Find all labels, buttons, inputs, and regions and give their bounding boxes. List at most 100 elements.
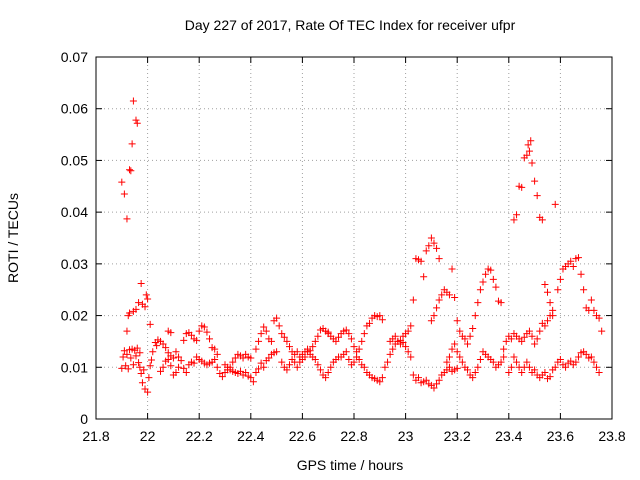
- data-point-marker: [345, 356, 353, 364]
- data-point-marker: [123, 215, 131, 223]
- data-point-marker: [342, 326, 350, 334]
- data-point-marker: [510, 216, 518, 224]
- data-point-marker: [144, 388, 152, 396]
- data-point-marker: [402, 343, 410, 351]
- data-point-marker: [453, 348, 461, 356]
- data-point-marker: [531, 366, 539, 374]
- data-point-marker: [120, 347, 128, 355]
- data-point-marker: [132, 116, 140, 124]
- data-point-marker: [471, 312, 479, 320]
- data-point-marker: [407, 322, 415, 330]
- data-point-marker: [182, 368, 190, 376]
- data-point-marker: [541, 281, 549, 289]
- data-point-marker: [451, 340, 459, 348]
- data-point-marker: [262, 327, 270, 335]
- data-point-marker: [322, 374, 330, 382]
- data-point-marker: [280, 333, 288, 341]
- data-point-marker: [142, 291, 150, 299]
- data-point-marker: [381, 363, 389, 371]
- data-point-marker: [180, 364, 188, 372]
- y-tick-label: 0.03: [61, 256, 88, 272]
- data-point-marker: [175, 363, 183, 371]
- data-point-marker: [213, 350, 221, 358]
- grid-lines: [96, 57, 612, 419]
- data-point-marker: [252, 345, 260, 353]
- data-point-marker: [525, 363, 533, 371]
- data-point-marker: [544, 288, 551, 296]
- data-point-marker: [311, 337, 319, 345]
- data-point-marker: [451, 293, 459, 301]
- data-point-marker: [448, 345, 456, 353]
- data-point-marker: [169, 354, 177, 362]
- data-point-marker: [218, 373, 226, 381]
- data-point-marker: [145, 374, 153, 382]
- data-point-marker: [528, 159, 536, 167]
- data-point-marker: [123, 350, 131, 358]
- data-point-marker: [551, 200, 559, 208]
- y-tick-label: 0.05: [61, 152, 88, 168]
- data-point-marker: [239, 354, 247, 362]
- x-tick-label: 21.8: [82, 428, 109, 444]
- data-point-marker: [438, 291, 446, 299]
- data-point-marker: [474, 363, 482, 371]
- data-point-marker: [132, 305, 140, 313]
- data-point-marker: [433, 244, 441, 252]
- data-point-marker: [135, 359, 143, 367]
- data-point-marker: [404, 348, 412, 356]
- data-point-marker: [159, 363, 167, 371]
- data-point-marker: [433, 304, 441, 312]
- data-point-marker: [569, 262, 577, 270]
- y-axis-label: ROTI / TECUs: [5, 193, 21, 283]
- data-point-marker: [247, 374, 255, 382]
- data-point-marker: [119, 353, 127, 361]
- data-point-marker: [203, 328, 211, 336]
- data-point-marker: [153, 342, 161, 350]
- y-tick-label: 0.04: [61, 204, 88, 220]
- data-point-marker: [466, 332, 474, 340]
- data-point-marker: [273, 348, 281, 356]
- data-point-marker: [520, 333, 528, 341]
- data-point-marker: [327, 363, 335, 371]
- data-point-marker: [587, 296, 595, 304]
- data-point-marker: [257, 359, 265, 367]
- data-point-marker: [162, 344, 170, 352]
- data-point-marker: [487, 266, 495, 274]
- data-point-marker: [347, 335, 355, 343]
- data-point-marker: [445, 353, 453, 361]
- data-point-marker: [527, 137, 535, 145]
- x-tick-label: 22.2: [186, 428, 213, 444]
- data-point-marker: [314, 361, 322, 369]
- data-point-marker: [123, 327, 131, 335]
- data-point-marker: [567, 257, 575, 265]
- data-point-marker: [469, 374, 477, 382]
- data-point-marker: [430, 312, 438, 320]
- data-point-marker: [404, 327, 412, 335]
- data-point-marker: [386, 350, 394, 358]
- data-point-marker: [144, 295, 152, 303]
- data-point-marker: [378, 374, 386, 382]
- data-point-marker: [500, 353, 508, 361]
- data-point-marker: [435, 296, 443, 304]
- data-point-marker: [533, 192, 541, 200]
- data-point-marker: [458, 358, 466, 366]
- data-point-marker: [556, 356, 564, 364]
- data-point-marker: [129, 361, 137, 369]
- data-point-marker: [425, 242, 433, 250]
- data-point-marker: [129, 97, 137, 105]
- data-point-marker: [311, 356, 319, 364]
- data-point-marker: [456, 353, 464, 361]
- data-point-marker: [549, 312, 557, 320]
- data-point-marker: [157, 367, 164, 375]
- data-point-marker: [249, 378, 257, 386]
- x-tick-label: 23.2: [444, 428, 471, 444]
- data-point-marker: [260, 323, 268, 331]
- data-point-marker: [314, 332, 322, 340]
- x-tick-label: 22.8: [340, 428, 367, 444]
- data-point-marker: [360, 363, 368, 371]
- data-point-marker: [435, 376, 443, 384]
- data-point-marker: [523, 358, 531, 366]
- data-point-marker: [133, 119, 141, 127]
- data-point-marker: [556, 275, 564, 283]
- data-point-marker: [286, 361, 293, 369]
